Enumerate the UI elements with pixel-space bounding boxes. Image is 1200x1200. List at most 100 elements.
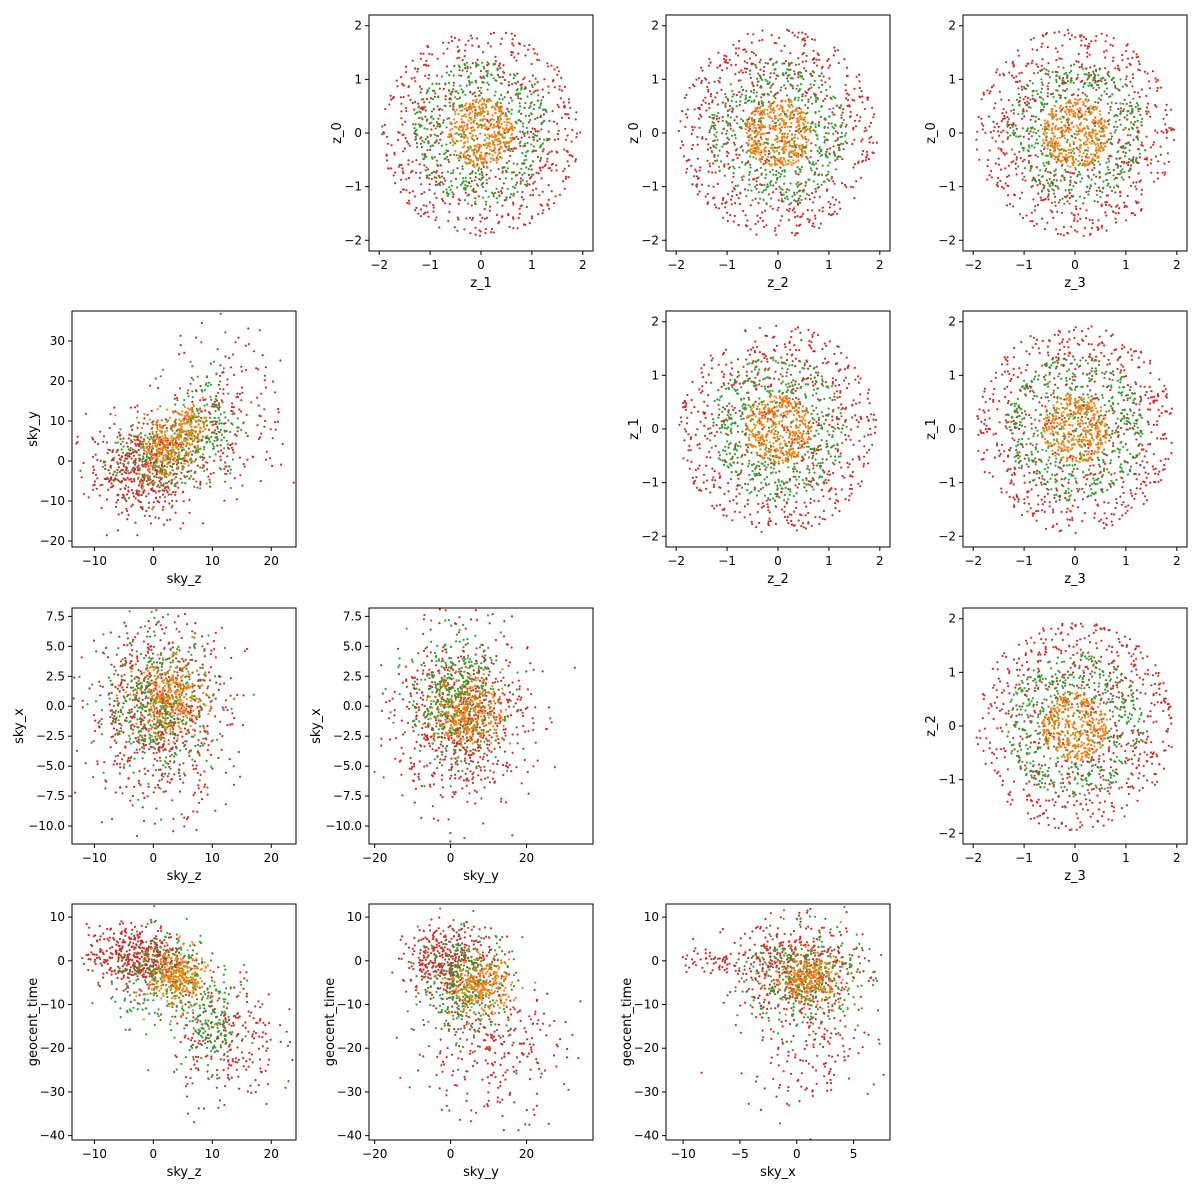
scatter-point (786, 80, 790, 83)
scatter-point (732, 129, 735, 132)
scatter-point (1051, 188, 1054, 191)
scatter-point (1046, 92, 1049, 95)
scatter-point (714, 96, 717, 99)
scatter-point (1163, 173, 1166, 176)
scatter-point (769, 58, 772, 61)
scatter-point (464, 135, 467, 138)
scatter-point (1020, 71, 1023, 74)
scatter-point (528, 222, 531, 225)
scatter-point (1097, 149, 1100, 152)
scatter-point (407, 85, 410, 88)
scatter-point (782, 164, 785, 167)
scatter-point (827, 164, 830, 167)
scatter-point (1043, 128, 1047, 131)
scatter-point (1045, 135, 1048, 138)
scatter-point (1093, 166, 1096, 170)
scatter-point (1070, 79, 1073, 82)
scatter-point (505, 198, 508, 201)
scatter-point (738, 40, 741, 43)
scatter-point (796, 84, 799, 87)
scatter-point (558, 88, 561, 91)
scatter-point (464, 66, 467, 70)
scatter-point (444, 179, 447, 182)
scatter-point (1144, 149, 1147, 152)
scatter-point (519, 177, 523, 180)
scatter-point (975, 138, 978, 141)
scatter-point (1132, 76, 1135, 80)
scatter-point (797, 173, 800, 176)
scatter-point (1027, 84, 1030, 87)
scatter-point (459, 172, 462, 175)
scatter-point (1133, 91, 1136, 94)
scatter-point (547, 65, 550, 68)
scatter-point (1012, 205, 1015, 208)
scatter-point (866, 96, 869, 99)
scatter-point (849, 115, 852, 118)
scatter-point (1052, 216, 1055, 219)
scatter-point (163, 465, 166, 468)
scatter-point (773, 150, 776, 153)
scatter-point (1062, 80, 1065, 83)
scatter-point (1035, 115, 1038, 118)
scatter-point (867, 158, 871, 161)
scatter-point (556, 103, 559, 106)
scatter-point (710, 126, 713, 130)
scatter-point (466, 202, 470, 205)
scatter-point (452, 102, 455, 105)
scatter-point (782, 119, 786, 122)
scatter-point (820, 90, 823, 94)
scatter-point (460, 125, 463, 128)
scatter-point (435, 176, 438, 179)
scatter-point (801, 128, 804, 131)
scatter-point (1137, 91, 1140, 94)
scatter-point (757, 103, 760, 106)
scatter-point (557, 138, 560, 141)
scatter-point (510, 122, 513, 125)
scatter-point (1075, 124, 1078, 127)
scatter-point (783, 44, 786, 48)
scatter-point (779, 173, 783, 176)
scatter-point (475, 164, 478, 167)
scatter-point (780, 215, 784, 218)
scatter-point (547, 91, 550, 94)
scatter-point (402, 150, 405, 153)
scatter-point (486, 81, 489, 84)
scatter-point (520, 112, 523, 115)
scatter-point (1105, 92, 1108, 96)
scatter-point (492, 105, 495, 108)
scatter-point (1085, 217, 1088, 220)
scatter-point (1075, 146, 1078, 149)
scatter-point (860, 140, 863, 143)
scatter-point (1077, 130, 1080, 133)
scatter-point (96, 477, 99, 480)
scatter-point (845, 66, 849, 69)
scatter-point (554, 195, 557, 198)
scatter-point (1064, 168, 1067, 171)
scatter-point (484, 104, 488, 107)
scatter-point (472, 151, 475, 154)
scatter-point (804, 120, 807, 123)
scatter-point (180, 443, 183, 446)
scatter-point (840, 131, 843, 135)
scatter-point (1055, 118, 1058, 121)
scatter-point (1041, 42, 1044, 45)
scatter-point (810, 169, 813, 172)
scatter-point (511, 136, 514, 139)
scatter-point (493, 130, 496, 134)
scatter-point (117, 498, 120, 502)
scatter-point (394, 171, 397, 174)
scatter-point (1092, 76, 1095, 80)
scatter-point (1079, 180, 1082, 183)
scatter-point (512, 73, 516, 76)
scatter-point (1088, 108, 1091, 112)
scatter-point (837, 146, 841, 149)
scatter-point (1050, 142, 1053, 145)
scatter-point (796, 155, 800, 158)
scatter-point (802, 78, 805, 81)
scatter-point (1094, 149, 1098, 152)
scatter-point (479, 213, 482, 216)
scatter-point (677, 129, 681, 133)
scatter-point (449, 153, 452, 157)
scatter-point (759, 158, 762, 161)
scatter-point (1123, 201, 1126, 204)
